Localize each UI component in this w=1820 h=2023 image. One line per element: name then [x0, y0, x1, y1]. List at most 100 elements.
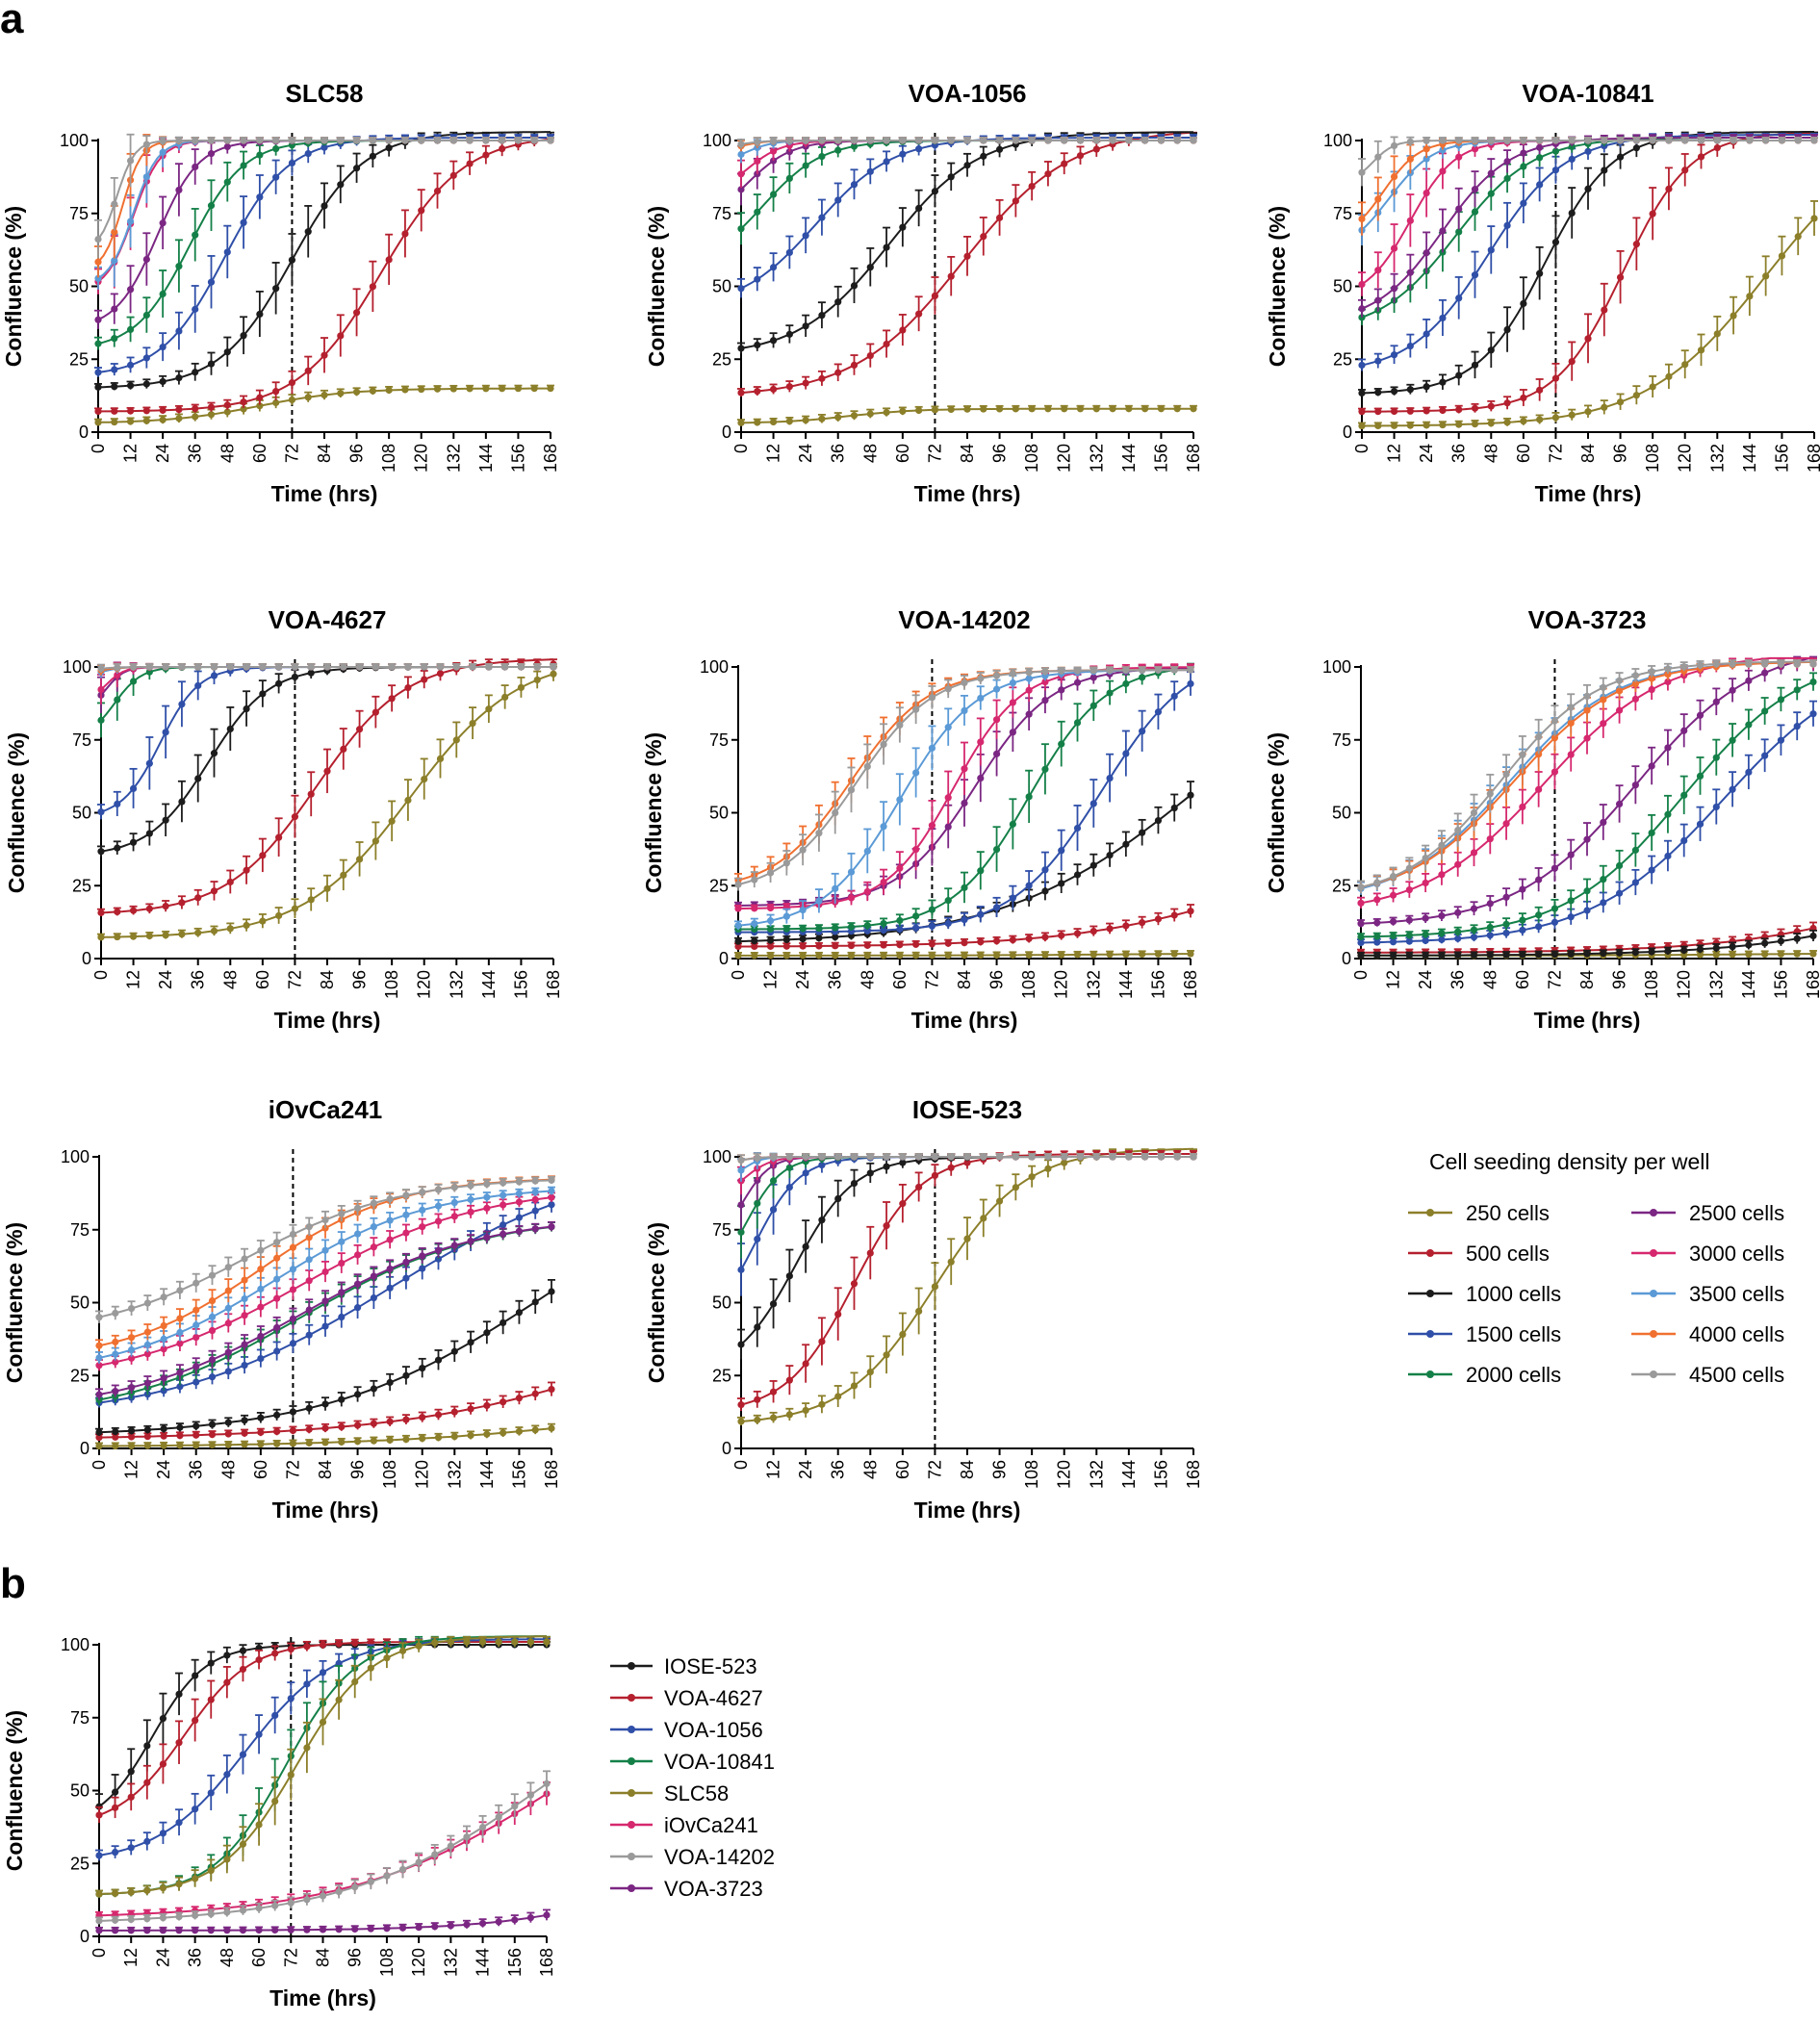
data-point	[162, 729, 169, 736]
data-point	[114, 800, 121, 808]
data-point	[1439, 167, 1447, 175]
data-point	[418, 385, 425, 394]
data-point	[159, 377, 167, 386]
data-point	[226, 878, 234, 886]
y-tick-label: 100	[1322, 657, 1351, 677]
data-point	[1106, 774, 1114, 782]
x-tick-label: 168	[541, 444, 560, 473]
data-point	[1439, 406, 1447, 415]
data-point	[352, 165, 361, 172]
data-point	[114, 908, 121, 916]
data-point	[815, 897, 823, 905]
x-tick-label: 120	[1055, 444, 1074, 473]
data-point	[1745, 950, 1753, 959]
data-point	[1190, 405, 1197, 413]
data-point	[162, 932, 169, 939]
data-point	[995, 405, 1004, 413]
data-point	[1170, 692, 1178, 700]
data-point	[129, 678, 138, 685]
x-tick-label: 60	[253, 970, 272, 989]
data-point	[304, 149, 312, 158]
series-4500-cells	[97, 662, 557, 673]
data-point	[388, 695, 396, 703]
data-point	[1439, 146, 1447, 154]
data-point	[1154, 950, 1163, 958]
data-point	[961, 915, 968, 924]
data-point	[547, 385, 554, 393]
data-point	[850, 181, 859, 189]
x-tick-label: 108	[1019, 970, 1038, 999]
data-point	[992, 685, 1001, 693]
y-tick-label: 0	[1342, 949, 1351, 968]
chart-voa-10841: VOA-10841 0 25 50 75 100 0 12 24 36 48 60 72 84 96 108 1…	[1265, 79, 1820, 506]
data-point	[1455, 421, 1463, 428]
data-point	[94, 369, 102, 376]
data-point	[1632, 241, 1640, 248]
data-point	[159, 290, 167, 298]
x-tick-label: 0	[89, 444, 108, 453]
data-point	[1536, 269, 1544, 277]
panel-label-b: b	[0, 1560, 26, 1607]
x-tick-label: 144	[1739, 970, 1758, 999]
data-point	[192, 404, 199, 413]
data-point	[1471, 186, 1479, 193]
x-tick-label: 132	[1707, 444, 1727, 473]
data-point	[291, 905, 299, 912]
data-point	[275, 911, 283, 920]
data-point	[1455, 137, 1463, 144]
data-point	[802, 379, 809, 387]
data-point	[288, 137, 296, 144]
data-point	[1439, 227, 1447, 235]
data-point	[469, 663, 476, 671]
data-point	[1471, 137, 1479, 144]
series-250-cells	[734, 950, 1194, 960]
y-tick-label: 0	[79, 423, 89, 442]
data-point	[1471, 271, 1479, 279]
data-point	[782, 952, 790, 960]
data-point	[129, 907, 138, 914]
data-point	[915, 406, 923, 415]
data-point	[1520, 417, 1527, 425]
data-point	[1109, 137, 1116, 144]
x-tick-label: 120	[1676, 444, 1695, 473]
data-point	[485, 705, 493, 713]
data-point	[162, 663, 169, 671]
data-point	[1439, 421, 1447, 429]
data-point	[799, 952, 807, 960]
data-point	[323, 767, 331, 775]
data-point	[1471, 361, 1479, 369]
data-point	[944, 939, 952, 947]
data-point	[1389, 952, 1397, 960]
data-point	[1025, 935, 1033, 942]
data-point	[1173, 405, 1181, 413]
data-point	[272, 144, 280, 153]
data-point	[259, 852, 267, 859]
data-point	[754, 157, 761, 166]
data-point	[1009, 820, 1016, 828]
data-point	[1390, 172, 1398, 181]
data-point	[1568, 155, 1576, 164]
data-point	[372, 663, 379, 671]
data-point	[961, 883, 968, 891]
data-point	[1551, 950, 1559, 959]
data-point	[1089, 666, 1097, 675]
data-point	[815, 830, 823, 837]
data-point	[1777, 950, 1785, 958]
data-point	[352, 388, 361, 396]
data-point	[883, 408, 890, 417]
y-tick-label: 0	[722, 423, 731, 442]
data-point	[1122, 750, 1130, 757]
data-point	[1520, 137, 1527, 144]
data-point	[1520, 299, 1527, 308]
series-line	[1361, 140, 1814, 286]
series-250-cells	[97, 665, 557, 941]
data-point	[751, 920, 758, 928]
data-point	[799, 846, 807, 854]
data-point	[754, 139, 761, 146]
y-tick-label: 0	[1343, 423, 1352, 442]
x-tick-label: 144	[476, 444, 496, 473]
data-point	[1187, 908, 1194, 915]
data-point	[1423, 249, 1430, 257]
data-point	[1729, 951, 1736, 959]
